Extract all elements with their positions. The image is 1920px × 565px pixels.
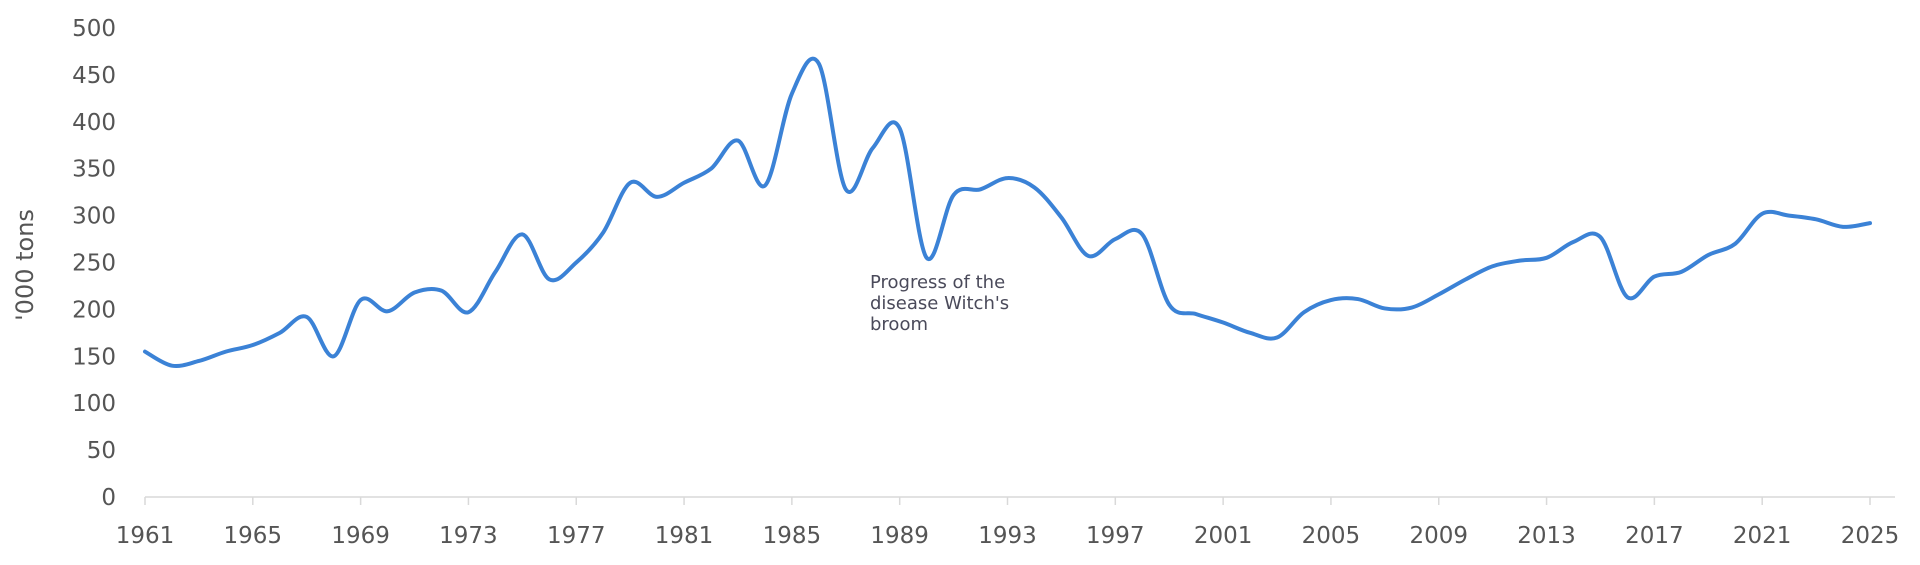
y-tick-label: 250 (72, 251, 116, 277)
x-tick-label: 1973 (439, 523, 498, 549)
x-tick-label: 1997 (1086, 523, 1145, 549)
y-tick-label: 100 (72, 391, 116, 417)
y-tick-label: 500 (72, 16, 116, 42)
series-line (143, 56, 1872, 369)
x-tick-label: 1969 (331, 523, 390, 549)
x-tick-label: 1961 (116, 523, 175, 549)
x-tick-label: 2009 (1409, 523, 1468, 549)
x-tick-label: 2021 (1733, 523, 1792, 549)
annotation-line: Progress of the (870, 272, 1005, 293)
y-tick-label: 150 (72, 344, 116, 370)
y-tick-label: 300 (72, 204, 116, 230)
x-tick-label: 1993 (978, 523, 1037, 549)
annotation-line: broom (870, 314, 928, 335)
x-tick-label: 1981 (655, 523, 714, 549)
x-tick-label: 1985 (763, 523, 822, 549)
x-tick-label: 2017 (1625, 523, 1684, 549)
x-tick-label: 2013 (1517, 523, 1576, 549)
x-tick-label: 2025 (1841, 523, 1900, 549)
annotation-text: Progress of the disease Witch's broom (870, 272, 1009, 335)
x-tick-label: 2001 (1194, 523, 1253, 549)
x-tick-label: 1965 (224, 523, 283, 549)
y-tick-label: 50 (87, 438, 116, 464)
y-tick-label: 0 (101, 485, 116, 511)
x-tick-label: 1977 (547, 523, 606, 549)
y-axis-title: '000 tons (11, 209, 39, 321)
x-tick-label: 2005 (1302, 523, 1361, 549)
y-tick-label: 400 (72, 110, 116, 136)
x-tick-label: 1989 (870, 523, 929, 549)
y-tick-label: 350 (72, 157, 116, 183)
annotation-line: disease Witch's (870, 293, 1009, 314)
y-tick-label: 450 (72, 63, 116, 89)
y-tick-label: 200 (72, 297, 116, 323)
